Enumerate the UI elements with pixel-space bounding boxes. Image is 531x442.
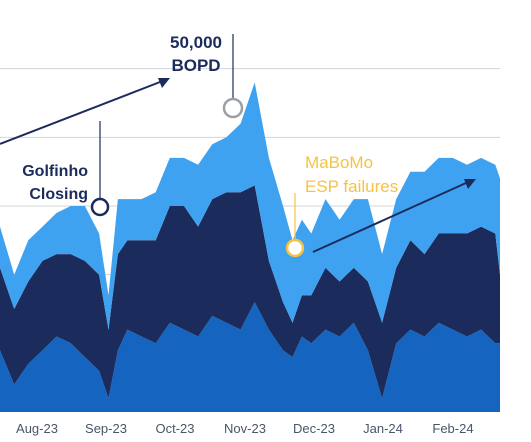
arrow-head-left <box>158 78 170 88</box>
series-area-3 <box>0 82 500 330</box>
x-tick-label: Dec-23 <box>293 421 335 436</box>
annotation-arrows <box>0 34 476 253</box>
bopd-marker <box>222 97 244 119</box>
x-tick-label: Sep-23 <box>85 421 127 436</box>
bopd-value-label: 50,000 <box>170 33 222 52</box>
bopd-unit-label: BOPD <box>171 56 220 75</box>
x-tick-label: Feb-24 <box>432 421 473 436</box>
stacked-areas <box>0 82 500 412</box>
arrow-line-right <box>312 182 467 253</box>
mabomo-marker <box>285 238 305 258</box>
x-axis-ticks: Aug-23 Sep-23 Oct-23 Nov-23 Dec-23 Jan-24 Feb-… <box>16 421 474 436</box>
arrow-head-right <box>464 179 476 189</box>
arrow-line-left <box>0 81 161 145</box>
x-tick-label: Jan-24 <box>363 421 403 436</box>
series-area-1 <box>0 302 500 412</box>
golfinho-label-line1: Golfinho <box>22 163 88 180</box>
golfinho-marker <box>90 197 110 217</box>
mabomo-label-line1: MaBoMo <box>305 153 373 172</box>
mabomo-label-line2: ESP failures <box>305 177 398 196</box>
x-tick-label: Nov-23 <box>224 421 266 436</box>
x-tick-label: Oct-23 <box>155 421 194 436</box>
x-tick-label: Aug-23 <box>16 421 58 436</box>
golfinho-label-line2: Closing <box>29 186 88 203</box>
series-area-2 <box>0 185 500 399</box>
